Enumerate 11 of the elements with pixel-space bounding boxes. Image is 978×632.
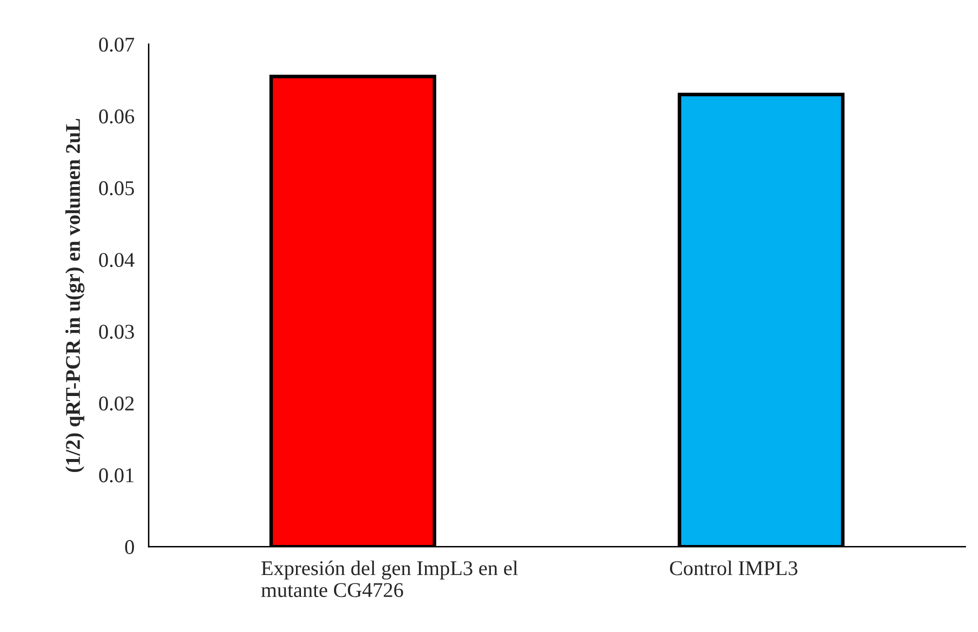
y-tick-label: 0.05 xyxy=(99,181,134,196)
y-tick-label: 0.03 xyxy=(99,324,134,339)
y-tick-label: 0.07 xyxy=(99,38,134,52)
y-tick-label: 0.04 xyxy=(99,252,134,268)
y-axis-title: (1/2) qRT-PCR in u(gr) en volumen 2uL xyxy=(65,118,84,472)
y-tick-label: 0.06 xyxy=(99,109,134,124)
x-tick-label: Control IMPL3 xyxy=(670,560,798,576)
y-tick-label: 0.01 xyxy=(99,468,134,482)
y-tick-label: 0 xyxy=(125,540,134,554)
y-tick-label: 0.02 xyxy=(99,396,134,411)
x-tick-label: Expresión del gen ImpL3 en el mutante CG4726 xyxy=(261,560,518,598)
